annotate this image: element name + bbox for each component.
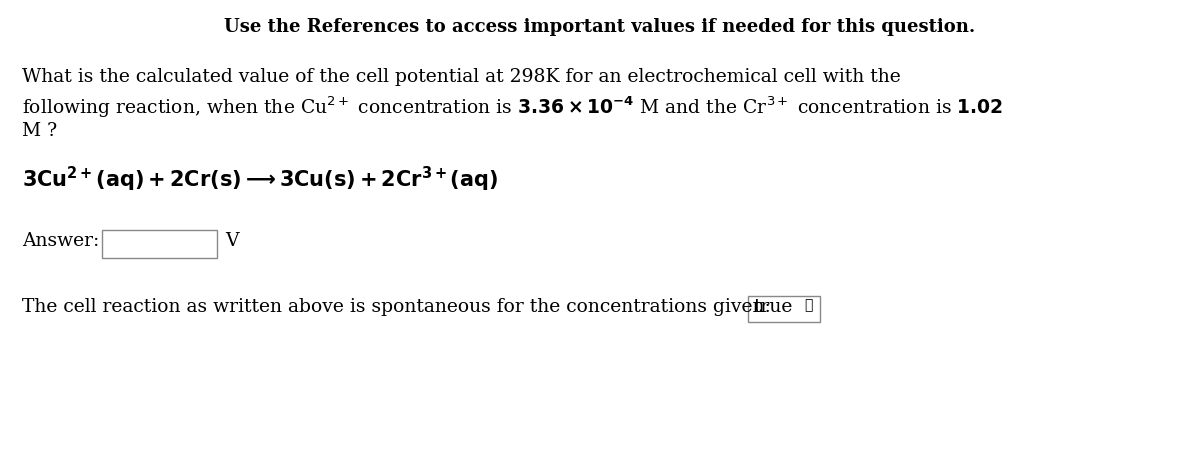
- FancyBboxPatch shape: [102, 230, 217, 258]
- Text: M ?: M ?: [22, 122, 58, 140]
- Text: The cell reaction as written above is spontaneous for the concentrations given:: The cell reaction as written above is sp…: [22, 298, 770, 316]
- Text: Use the References to access important values if needed for this question.: Use the References to access important v…: [224, 18, 976, 36]
- Text: What is the calculated value of the cell potential at 298K for an electrochemica: What is the calculated value of the cell…: [22, 68, 901, 86]
- Text: true: true: [754, 298, 792, 316]
- Text: V: V: [226, 232, 239, 250]
- Text: $\mathbf{3Cu^{2+}(aq) + 2Cr(s)\longrightarrow 3Cu(s) + 2Cr^{3+}(aq)}$: $\mathbf{3Cu^{2+}(aq) + 2Cr(s)\longright…: [22, 165, 498, 194]
- Text: ⌄: ⌄: [804, 298, 812, 312]
- Text: Answer:: Answer:: [22, 232, 100, 250]
- FancyBboxPatch shape: [748, 296, 820, 322]
- Text: following reaction, when the Cu$^{2+}$ concentration is $\mathbf{3.36\times10^{-: following reaction, when the Cu$^{2+}$ c…: [22, 95, 1003, 120]
